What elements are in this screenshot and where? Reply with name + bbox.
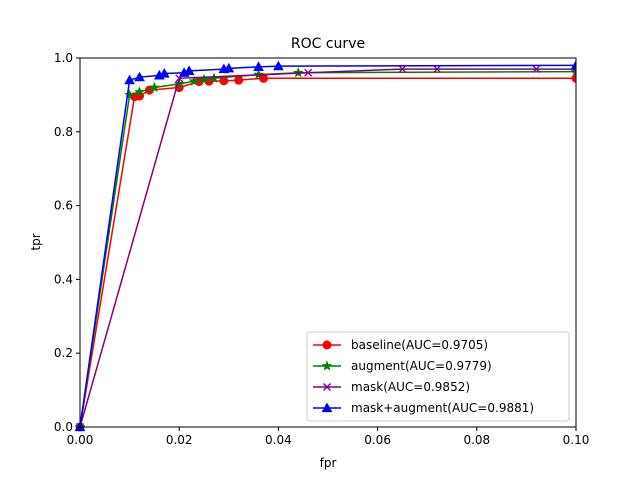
legend-label: augment(AUC=0.9779)	[351, 359, 492, 373]
y-tick-label: 0.8	[54, 125, 73, 139]
x-tick-label: 0.08	[463, 433, 490, 447]
data-point-stroke-b	[433, 65, 442, 74]
series-layer	[74, 59, 576, 432]
axes-frame	[79, 57, 577, 428]
data-point	[183, 65, 195, 76]
legend-swatch-marker-stroke-b	[323, 383, 331, 391]
data-point-stroke-b	[532, 65, 541, 74]
y-tick-label: 0.0	[54, 420, 73, 434]
x-axis-label: fpr	[320, 456, 337, 470]
data-point-stroke-b	[304, 68, 313, 77]
data-point	[532, 65, 541, 74]
legend-entry: augment(AUC=0.9779)	[313, 359, 492, 373]
y-tick-label: 0.2	[54, 346, 73, 360]
data-point	[188, 75, 200, 86]
y-tick-label: 1.0	[54, 51, 73, 65]
data-point	[173, 78, 185, 89]
data-point	[124, 74, 135, 85]
chart-title: ROC curve	[291, 36, 365, 52]
data-point	[149, 81, 160, 93]
data-point	[433, 65, 442, 74]
legend: baseline(AUC=0.9705) augment(AUC=0.9779) m…	[306, 331, 570, 422]
legend-label: mask+augment(AUC=0.9881)	[351, 401, 534, 415]
x-axis-ticks: 0.00 0.02 0.04 0.06 0.08 0.10	[67, 427, 590, 447]
data-point	[571, 73, 576, 83]
data-point	[304, 68, 313, 77]
x-tick-label: 0.10	[563, 433, 590, 447]
data-point	[124, 89, 135, 100]
data-point	[570, 59, 576, 70]
data-point	[253, 61, 264, 71]
legend-box	[306, 331, 570, 422]
legend-label: mask(AUC=0.9852)	[351, 380, 470, 394]
legend-entry: baseline(AUC=0.9705)	[313, 338, 488, 352]
legend-entry: mask+augment(AUC=0.9881)	[313, 401, 534, 415]
legend-entries: baseline(AUC=0.9705) augment(AUC=0.9779) m…	[313, 338, 534, 415]
data-point	[134, 71, 145, 82]
y-axis-label: tpr	[29, 233, 43, 250]
legend-swatch-marker	[323, 383, 331, 391]
legend-entry: mask(AUC=0.9852)	[313, 380, 470, 394]
data-point	[158, 67, 170, 78]
data-point-stroke-b	[572, 68, 576, 74]
y-tick-label: 0.6	[54, 199, 73, 213]
data-point	[273, 60, 284, 71]
data-point	[223, 62, 235, 73]
y-tick-label: 0.4	[54, 272, 73, 286]
data-point	[292, 67, 304, 78]
data-point	[134, 86, 145, 97]
y-axis-ticks: 0.0 0.2 0.4 0.6 0.8 1.0	[54, 51, 80, 434]
data-point	[234, 75, 244, 85]
legend-swatch-marker	[322, 340, 332, 350]
data-point-stroke-b	[398, 65, 407, 74]
data-point	[398, 65, 407, 74]
x-tick-label: 0.02	[166, 433, 193, 447]
x-tick-label: 0.04	[265, 433, 292, 447]
legend-label: baseline(AUC=0.9705)	[351, 338, 488, 352]
x-tick-label: 0.06	[364, 433, 391, 447]
x-tick-label: 0.00	[67, 433, 94, 447]
legend-swatch-marker	[321, 360, 333, 371]
legend-swatch-marker	[321, 402, 333, 413]
